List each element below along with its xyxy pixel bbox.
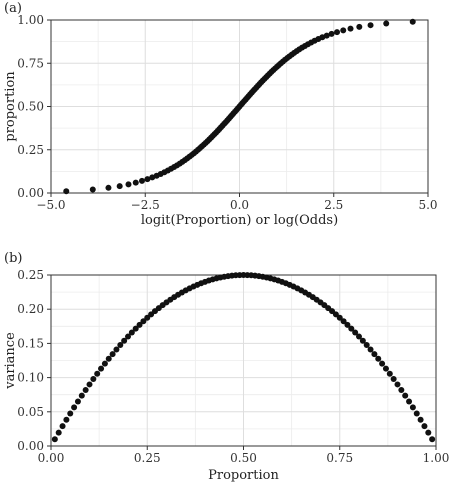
y-tick-label: 0.50	[17, 100, 44, 114]
data-point	[363, 342, 370, 349]
data-point	[90, 376, 97, 383]
x-tick-label: 0.75	[326, 451, 353, 465]
data-point	[398, 386, 405, 393]
data-point	[323, 32, 330, 39]
data-point	[51, 436, 58, 443]
data-point	[429, 436, 436, 443]
x-tick-label: −5.0	[36, 198, 65, 212]
data-point	[347, 25, 354, 32]
y-axis-title: proportion	[3, 71, 18, 142]
y-axis-title: variance	[3, 332, 18, 390]
data-point	[348, 325, 355, 332]
panel-label-a: (a)	[4, 1, 22, 16]
data-points	[63, 18, 416, 195]
data-point	[105, 355, 112, 362]
data-point	[138, 177, 145, 184]
data-points	[51, 272, 436, 443]
data-point	[132, 179, 139, 186]
x-axis-title: logit(Proportion) or log(Odds)	[141, 213, 338, 228]
data-point	[94, 370, 101, 377]
data-point	[67, 410, 74, 417]
data-point	[386, 370, 393, 377]
data-point	[356, 23, 363, 30]
data-point	[98, 365, 105, 372]
data-point	[140, 318, 147, 325]
x-tick-label: 0.00	[38, 451, 65, 465]
x-axis-title: Proportion	[208, 468, 279, 483]
y-tick-label: 0.25	[17, 143, 44, 157]
y-tick-label: 0.05	[17, 405, 44, 419]
data-point	[356, 333, 362, 340]
data-point	[121, 337, 128, 344]
x-tick-label: 5.0	[418, 198, 437, 212]
data-point	[328, 30, 335, 37]
data-point	[144, 176, 151, 183]
data-point	[109, 351, 116, 358]
data-point	[55, 429, 62, 436]
data-point	[367, 22, 374, 29]
data-point	[74, 398, 81, 405]
x-tick-label: 0.50	[230, 451, 257, 465]
data-point	[425, 429, 432, 436]
panel-label-b: (b)	[4, 251, 23, 266]
data-point	[113, 346, 120, 353]
data-point	[383, 20, 390, 27]
data-point	[105, 184, 112, 191]
data-point	[390, 376, 397, 383]
y-tick-label: 0.25	[17, 268, 44, 282]
data-point	[352, 329, 359, 336]
data-point	[82, 386, 89, 393]
data-point	[340, 318, 347, 325]
data-point	[371, 351, 378, 358]
data-point	[379, 360, 386, 367]
data-point	[101, 360, 108, 367]
data-point	[63, 416, 70, 423]
data-point	[63, 188, 70, 195]
data-point	[117, 342, 124, 349]
data-point	[382, 365, 389, 372]
data-point	[336, 314, 343, 321]
y-tick-label: 0.00	[17, 186, 44, 200]
data-point	[125, 181, 132, 188]
x-tick-label: 0.25	[134, 451, 161, 465]
chart-b-variance: 0.00 0.25 0.50 0.75 1.00 0.00 0.05 0.10 0.15 0.20…	[3, 268, 450, 483]
data-point	[132, 325, 139, 332]
x-tick-label: 2.5	[324, 198, 343, 212]
x-tick-label: 1.00	[423, 451, 450, 465]
data-point	[89, 186, 96, 193]
data-point	[402, 392, 409, 399]
data-point	[344, 321, 351, 328]
data-point	[417, 416, 424, 423]
y-tick-label: 0.00	[17, 439, 44, 453]
data-point	[409, 404, 416, 411]
y-tick-label: 0.75	[17, 56, 44, 70]
data-point	[71, 404, 78, 411]
y-tick-label: 0.20	[17, 302, 44, 316]
data-point	[136, 321, 143, 328]
chart-a-logistic: −5.0 −2.5 0.0 2.5 5.0 0.00 0.25 0.50 0.75 1.00 log…	[3, 13, 438, 228]
data-point	[128, 329, 135, 336]
data-point	[406, 398, 413, 405]
data-point	[116, 183, 123, 190]
data-point	[359, 337, 366, 344]
y-tick-label: 0.10	[17, 371, 44, 385]
data-point	[421, 423, 428, 430]
y-tick-label: 0.15	[17, 336, 44, 350]
data-point	[394, 381, 401, 388]
data-point	[409, 18, 416, 25]
data-point	[334, 29, 341, 36]
data-point	[59, 423, 66, 430]
data-point	[78, 392, 85, 399]
data-point	[340, 27, 347, 34]
x-tick-label: 0.0	[230, 198, 249, 212]
data-point	[367, 346, 374, 353]
y-tick-label: 1.00	[17, 13, 44, 27]
data-point	[125, 333, 131, 340]
data-point	[413, 410, 420, 417]
data-point	[375, 355, 382, 362]
data-point	[86, 381, 93, 388]
x-tick-label: −2.5	[131, 198, 160, 212]
